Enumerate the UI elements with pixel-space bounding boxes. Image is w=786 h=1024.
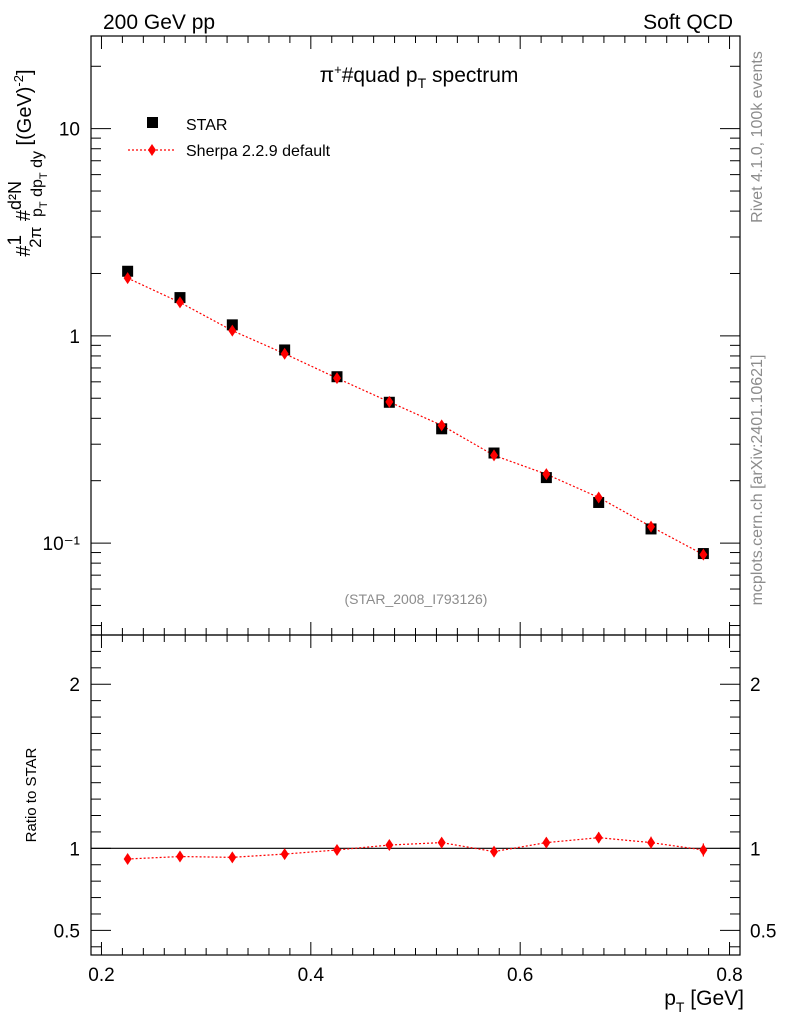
sherpa-point xyxy=(594,491,603,504)
sherpa-point xyxy=(385,395,394,408)
sherpa-point xyxy=(542,468,551,481)
ratio-y-tick-label-right: 0.5 xyxy=(750,921,776,942)
sherpa-point xyxy=(175,296,184,309)
ratio-y-tick-label-left: 2 xyxy=(69,675,80,696)
ratio-panel-frame xyxy=(90,634,741,956)
legend-label-star: STAR xyxy=(186,117,227,134)
header-right-label: Soft QCD xyxy=(643,11,733,34)
sherpa-point xyxy=(332,372,341,385)
sherpa-point xyxy=(647,520,656,533)
star-point xyxy=(122,265,134,277)
ratio-y-tick-label-right: 1 xyxy=(750,839,761,860)
rivet-version-label: Rivet 4.1.0, 100k events xyxy=(749,51,766,223)
sherpa-point xyxy=(490,449,499,462)
ratio-point xyxy=(699,843,708,856)
main-y-axis-label: #12π #d²NpT dpT dy [(GeV)-2] xyxy=(5,69,50,256)
sherpa-point xyxy=(123,272,132,285)
sherpa-point xyxy=(228,324,237,337)
chart-title: π+#quad pT spectrum xyxy=(320,62,519,91)
x-tick-label: 0.2 xyxy=(88,965,114,986)
x-tick-label: 0.4 xyxy=(298,965,325,986)
source-label: mcplots.cern.ch [arXiv:2401.10621] xyxy=(749,355,766,606)
legend-marker-star xyxy=(147,117,158,128)
y-tick-label: 10⁻¹ xyxy=(43,534,81,555)
x-axis-label: pT [GeV] xyxy=(664,987,744,1015)
y-tick-label: 1 xyxy=(69,327,80,348)
ratio-point xyxy=(123,853,132,865)
ratio-point xyxy=(280,848,289,861)
data-layer xyxy=(91,265,740,865)
ratio-y-tick-label-right: 2 xyxy=(750,675,761,696)
legend-marker-sherpa xyxy=(148,144,156,156)
sherpa-point xyxy=(699,548,708,561)
sherpa-point xyxy=(280,347,289,360)
ratio-point xyxy=(647,836,656,849)
ratio-point xyxy=(490,845,499,858)
ratio-point xyxy=(542,836,551,849)
analysis-label: (STAR_2008_I793126) xyxy=(345,591,488,607)
ratio-point xyxy=(437,836,446,849)
ratio-point xyxy=(175,850,184,863)
ratio-y-axis-label: Ratio to STAR xyxy=(23,747,40,842)
ratio-point xyxy=(332,843,341,856)
sherpa-point xyxy=(437,419,446,432)
chart-title-quad: #quad p xyxy=(342,64,418,87)
ratio-point xyxy=(385,839,394,852)
y-tick-label: 10 xyxy=(59,120,80,141)
x-tick-label: 0.6 xyxy=(507,965,533,986)
ratio-y-tick-label-left: 1 xyxy=(69,839,80,860)
header-left-label: 200 GeV pp xyxy=(103,11,215,34)
ratio-y-tick-label-left: 0.5 xyxy=(54,921,80,942)
legend: STAR Sherpa 2.2.9 default xyxy=(128,117,331,160)
ratio-point xyxy=(594,831,603,844)
sherpa-line xyxy=(127,277,704,556)
ratio-line xyxy=(127,837,704,860)
ratio-point xyxy=(228,851,237,864)
x-tick-label: 0.8 xyxy=(716,965,742,986)
legend-label-sherpa: Sherpa 2.2.9 default xyxy=(186,143,331,160)
axis-ticks: 0.2 0.4 0.6 0.8 10 1 10⁻¹ 2 1 0.5 2 1 0.5 xyxy=(43,36,776,986)
